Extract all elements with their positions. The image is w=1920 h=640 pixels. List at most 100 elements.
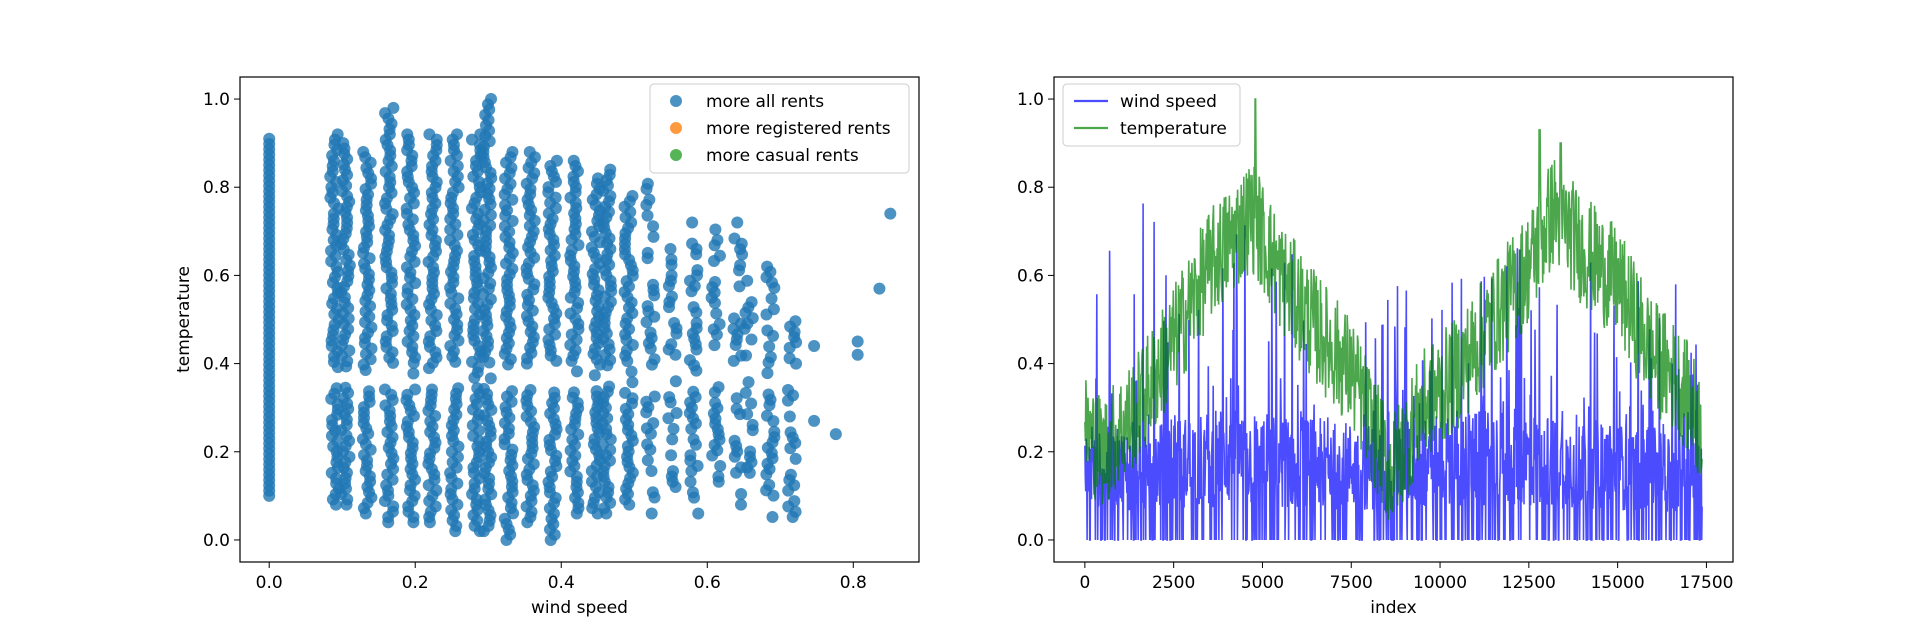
scatter-column: [564, 154, 585, 520]
scatter-column: [596, 163, 618, 520]
scatter-point: [523, 145, 536, 158]
scatter-column: [444, 128, 465, 538]
scatter-point: [829, 428, 842, 441]
x-tick-label: 0.0: [256, 573, 283, 593]
scatter-point: [670, 406, 683, 419]
scatter-point: [768, 425, 781, 438]
scatter-column: [618, 190, 639, 511]
scatter-column: [683, 216, 705, 520]
line-series-wind-speed: [1084, 203, 1703, 541]
scatter-point: [337, 137, 350, 150]
scatter-point: [409, 383, 422, 396]
scatter-point: [648, 353, 661, 366]
scatter-point: [764, 351, 777, 364]
scatter-point: [339, 381, 352, 394]
scatter-point: [789, 315, 802, 328]
scatter-point: [647, 278, 660, 291]
scatter-point: [714, 460, 727, 473]
legend-label-more-all-rents: more all rents: [706, 92, 824, 112]
scatter-point: [711, 233, 724, 246]
scatter-point: [784, 426, 797, 439]
scatter-point: [263, 132, 276, 145]
scatter-point: [683, 354, 696, 367]
scatter-point: [645, 507, 658, 520]
legend-label-temperature: temperature: [1120, 119, 1227, 139]
scatter-point: [687, 301, 700, 314]
scatter-x-ticks: 0.0 0.2 0.4 0.6 0.8: [256, 562, 867, 593]
line-plot-frame: [1053, 76, 1734, 563]
scatter-point: [746, 418, 759, 431]
scatter-point: [641, 246, 654, 259]
legend-marker-more-all-rents: [670, 95, 682, 107]
scatter-point: [626, 376, 639, 389]
scatter-column: [477, 93, 498, 538]
line-panel: 0 2500 5000 7500 10000 12500 15000 17500 0.0 0.2…: [1017, 76, 1734, 618]
scatter-point: [647, 417, 660, 430]
scatter-column: [760, 260, 781, 523]
y-tick-label: 0.0: [1017, 531, 1044, 551]
scatter-point: [641, 454, 654, 467]
scatter-point: [423, 128, 436, 141]
y-tick-label: 0.6: [1017, 266, 1044, 286]
scatter-point: [647, 220, 660, 233]
scatter-column: [422, 128, 443, 529]
scatter-point: [739, 386, 752, 399]
scatter-point: [625, 365, 638, 378]
scatter-point: [762, 388, 775, 401]
scatter-point: [664, 242, 677, 255]
scatter-point: [735, 488, 748, 501]
scatter-point: [789, 452, 802, 465]
scatter-point: [666, 465, 679, 478]
y-tick-label: 1.0: [203, 90, 230, 110]
scatter-point: [645, 464, 658, 477]
scatter-column: [263, 132, 276, 502]
scatter-legend-box: [649, 83, 910, 174]
scatter-point: [708, 339, 721, 352]
scatter-point: [741, 408, 754, 421]
scatter-point: [401, 128, 414, 141]
scatter-column: [738, 274, 759, 479]
scatter-column: [542, 154, 563, 546]
scatter-point: [647, 230, 660, 243]
y-tick-label: 0.2: [1017, 443, 1044, 463]
x-tick-label: 7500: [1330, 573, 1373, 593]
scatter-point: [357, 145, 370, 158]
scatter-point: [761, 324, 774, 337]
scatter-point: [643, 193, 656, 206]
scatter-column: [781, 315, 803, 524]
scatter-point: [686, 237, 699, 250]
scatter-point: [763, 340, 776, 353]
scatter-points: [263, 93, 897, 546]
scatter-point: [709, 396, 722, 409]
scatter-point: [603, 380, 616, 393]
scatter-point: [331, 128, 344, 141]
scatter-point: [686, 216, 699, 229]
scatter-y-ticks: 0.0 0.2 0.4 0.6 0.8 1.0: [203, 90, 240, 551]
x-tick-label: 0: [1079, 573, 1090, 593]
scatter-point: [550, 154, 563, 167]
x-tick-label: 0.8: [840, 573, 867, 593]
scatter-point: [692, 507, 705, 520]
scatter-point: [784, 468, 797, 481]
x-tick-label: 5000: [1241, 573, 1284, 593]
scatter-point: [761, 367, 774, 380]
x-tick-label: 0.6: [694, 573, 721, 593]
scatter-point: [745, 333, 758, 346]
scatter-point: [741, 274, 754, 287]
scatter-point: [644, 326, 657, 339]
scatter-point: [570, 365, 583, 378]
line-x-ticks: 0 2500 5000 7500 10000 12500 15000 17500: [1079, 562, 1733, 593]
legend-marker-more-casual-rents: [670, 149, 682, 161]
x-tick-label: 2500: [1152, 573, 1195, 593]
scatter-point: [426, 383, 439, 396]
y-tick-label: 0.0: [203, 531, 230, 551]
scatter-point: [641, 177, 654, 190]
legend-label-more-registered-rents: more registered rents: [706, 119, 891, 139]
scatter-point: [667, 422, 680, 435]
scatter-point: [708, 276, 721, 289]
scatter-point: [548, 386, 561, 399]
scatter-panel: 0.0 0.2 0.4 0.6 0.8 0.0 0.2 0.4 0.6 0.8 1.0 wind …: [174, 76, 920, 618]
y-tick-label: 0.8: [203, 178, 230, 198]
scatter-column: [356, 145, 378, 520]
